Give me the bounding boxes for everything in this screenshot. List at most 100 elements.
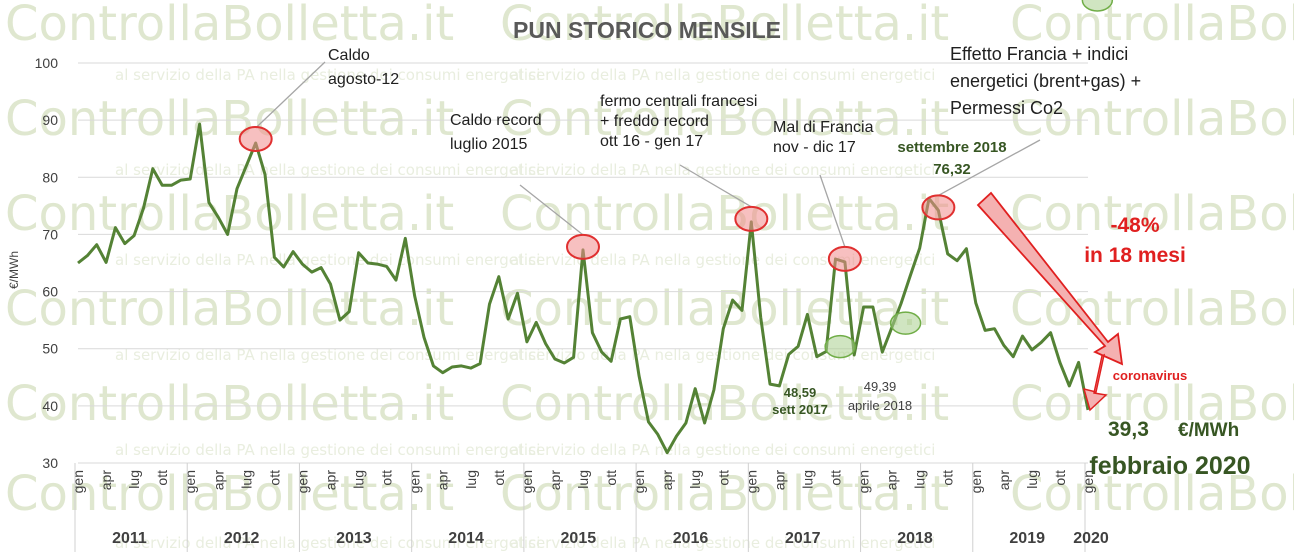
x-tick-label: gen	[182, 470, 198, 493]
watermark-brand: ControllaBolletta.it	[1010, 91, 1294, 147]
annotation-caldo-2015: Caldo record	[450, 112, 542, 129]
watermark-brand: ControllaBolletta.it	[500, 376, 949, 432]
watermark-brand: ControllaBolletta.it	[1010, 281, 1294, 337]
x-tick-label: gen	[70, 470, 86, 493]
x-tick-label: ott	[154, 470, 170, 486]
leader-line	[679, 164, 752, 208]
y-tick-label: 100	[35, 55, 59, 71]
annotation-francia-2018: energetici (brent+gas) +	[950, 71, 1141, 91]
x-tick-label: apr	[884, 470, 900, 491]
annotation-francia-2017: nov - dic 17	[773, 139, 856, 156]
watermark-brand: ControllaBolletta.it	[5, 376, 454, 432]
annotations: Caldo agosto-12 Caldo record luglio 2015 fer…	[328, 44, 1251, 480]
x-tick-label: gen	[294, 470, 310, 493]
year-label: 2018	[897, 530, 933, 547]
x-tick-label: gen	[407, 470, 423, 493]
annotation-leaders	[255, 61, 1041, 248]
highlight-red	[238, 126, 273, 152]
x-tick-label: apr	[435, 470, 451, 491]
y-tick-label: 80	[42, 169, 58, 185]
x-tick-label: apr	[547, 470, 563, 491]
watermark-brand: ControllaBolletta.it	[5, 466, 454, 522]
y-axis-ticks: 30 40 50 60 70 80 90 100	[35, 55, 59, 471]
highlight-red	[921, 194, 956, 221]
year-label: 2013	[336, 530, 372, 547]
x-tick-label: lug	[575, 470, 591, 489]
gridlines	[78, 62, 1088, 464]
highlight-green	[889, 311, 922, 335]
x-tick-label: lug	[1024, 470, 1040, 489]
watermark-tagline: al servizio della PA nella gestione dei …	[510, 441, 935, 459]
highlight-markers	[238, 0, 1114, 359]
annotation-apr-2018-label: aprile 2018	[848, 398, 912, 413]
x-tick-label: gen	[519, 470, 535, 493]
watermark-brand: ControllaBolletta.it	[1010, 186, 1294, 242]
x-axis: gen apr lug ott gen apr lug ott gen apr lug ott gen a…	[70, 463, 1109, 552]
x-tick-label: lug	[687, 470, 703, 489]
leader-line	[519, 184, 584, 236]
x-tick-label: ott	[266, 470, 282, 486]
highlight-red	[827, 245, 862, 272]
annotation-caldo-2015: luglio 2015	[450, 136, 528, 153]
x-tick-label: lug	[912, 470, 928, 489]
x-tick-label: ott	[940, 470, 956, 486]
annotation-drop-pct: -48%	[1110, 214, 1159, 237]
y-tick-label: 70	[42, 226, 58, 242]
x-tick-label: ott	[828, 470, 844, 486]
x-tick-label: apr	[323, 470, 339, 491]
annotation-francia-2018: Effetto Francia + indici	[950, 44, 1128, 64]
watermark: ControllaBolletta.it ControllaBolletta.it…	[5, 0, 1294, 552]
annotation-coronavirus: coronavirus	[1113, 368, 1187, 383]
y-tick-label: 90	[42, 112, 58, 128]
x-tick-label: apr	[210, 470, 226, 491]
watermark-tagline: al servizio della PA nella gestione dei …	[115, 534, 540, 552]
x-tick-label: lug	[799, 470, 815, 489]
y-tick-label: 40	[42, 398, 58, 414]
watermark-tagline: al servizio della PA nella gestione dei …	[510, 161, 935, 179]
watermark-brand: ControllaBolletta.it	[5, 91, 454, 147]
y-tick-label: 60	[42, 284, 58, 300]
annotation-francia-2018: Permessi Co2	[950, 98, 1063, 118]
x-tick-label: ott	[379, 470, 395, 486]
x-tick-label: ott	[715, 470, 731, 486]
annotation-sett-2018-value: 76,32	[933, 161, 971, 178]
watermark-brand: ControllaBolletta.it	[5, 281, 454, 337]
watermark-brand: ControllaBolletta.it	[500, 466, 949, 522]
highlight-green	[824, 334, 856, 359]
highlight-green	[1081, 0, 1114, 12]
watermark-tagline: al servizio della PA nella gestione dei …	[115, 441, 540, 459]
annotation-last-value: 39,3	[1108, 418, 1149, 441]
highlight-red	[566, 233, 600, 260]
year-label: 2014	[448, 530, 484, 547]
watermark-tagline: al servizio della PA nella gestione dei …	[115, 346, 540, 364]
annotation-francia-2016: + freddo record	[600, 113, 709, 130]
year-label: 2012	[224, 530, 260, 547]
watermark-brand: ControllaBolletta.it	[1010, 0, 1294, 52]
annotation-francia-2017: Mal di Francia	[773, 119, 874, 136]
drop-arrow	[976, 191, 1124, 366]
annotation-last-unit: €/MWh	[1178, 420, 1239, 441]
x-tick-label: lug	[463, 470, 479, 489]
annotation-caldo-2012: agosto-12	[328, 71, 399, 88]
watermark-brand: ControllaBolletta.it	[500, 0, 949, 52]
watermark-tagline: al servizio della PA nella gestione dei …	[115, 161, 540, 179]
x-tick-label: apr	[659, 470, 675, 491]
annotation-drop-period: in 18 mesi	[1084, 244, 1186, 267]
x-tick-label: gen	[968, 470, 984, 493]
x-tick-label: ott	[603, 470, 619, 486]
leader-line	[819, 174, 846, 248]
x-tick-label: gen	[1080, 470, 1096, 493]
leader-line	[938, 139, 1041, 196]
x-tick-label: lug	[126, 470, 142, 489]
watermark-tagline: al servizio della PA nella gestione dei …	[115, 251, 540, 269]
watermark-brand: ControllaBolletta.it	[1010, 466, 1294, 522]
leader-line	[255, 61, 326, 129]
annotation-sett-2018-label: settembre 2018	[897, 139, 1006, 156]
chart-title: PUN STORICO MENSILE	[513, 17, 781, 43]
annotation-last-period: febbraio 2020	[1089, 452, 1250, 480]
y-tick-label: 30	[42, 455, 58, 471]
watermark-brand: ControllaBolletta.it	[500, 91, 949, 147]
watermark-brand: ControllaBolletta.it	[500, 186, 949, 242]
year-label: 2017	[785, 530, 821, 547]
x-tick-label: gen	[856, 470, 872, 493]
